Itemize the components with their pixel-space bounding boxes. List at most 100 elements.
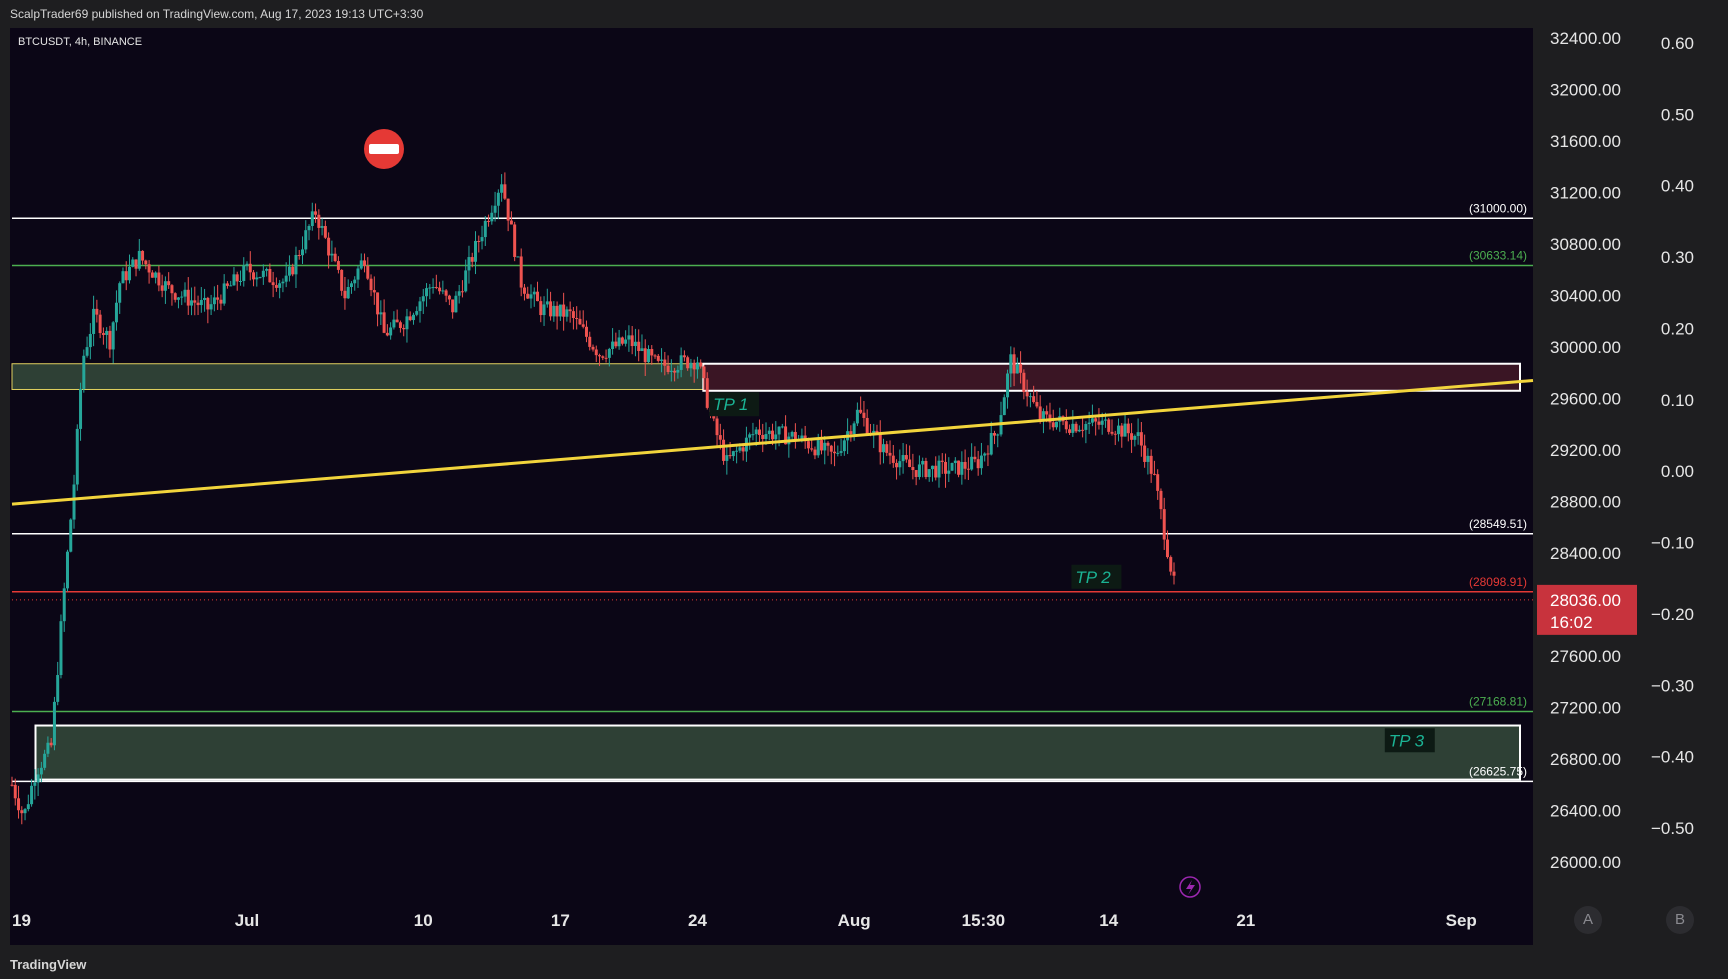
candle-body bbox=[526, 293, 530, 299]
candle-body bbox=[513, 224, 517, 257]
candle-body bbox=[219, 299, 223, 304]
candle-body bbox=[855, 409, 859, 424]
price-tick-label: 29200.00 bbox=[1550, 441, 1621, 460]
candle-body bbox=[806, 441, 810, 449]
candle-body bbox=[52, 701, 56, 746]
candle-body bbox=[549, 301, 553, 317]
candle-body bbox=[992, 433, 996, 436]
tradingview-footer: TradingView bbox=[0, 949, 1728, 979]
candle-body bbox=[607, 348, 611, 358]
candle-body bbox=[865, 417, 869, 434]
candle-body bbox=[150, 272, 154, 278]
earnings-marker[interactable] bbox=[364, 129, 404, 169]
time-tick-label: 10 bbox=[414, 911, 433, 930]
candle-body bbox=[101, 333, 105, 335]
candle-body bbox=[771, 430, 775, 440]
candle-body bbox=[813, 449, 817, 456]
oscillator-tick-label: −0.30 bbox=[1651, 676, 1694, 695]
candle-body bbox=[144, 260, 148, 265]
candle-body bbox=[1006, 373, 1010, 398]
tp-label[interactable]: TP 3 bbox=[1384, 728, 1435, 753]
candle-body bbox=[369, 278, 373, 291]
candle-body bbox=[56, 675, 60, 702]
candle-body bbox=[65, 551, 69, 589]
candle-body bbox=[389, 327, 393, 336]
candle-body bbox=[186, 289, 190, 306]
candle-body bbox=[173, 293, 177, 300]
candle-body bbox=[33, 782, 37, 786]
price-tick-label: 30400.00 bbox=[1550, 287, 1621, 306]
candle-body bbox=[669, 370, 673, 372]
candle-body bbox=[85, 347, 89, 356]
chart-background bbox=[10, 28, 1533, 945]
candle-body bbox=[663, 359, 667, 366]
candle-body bbox=[43, 753, 47, 768]
candle-body bbox=[947, 470, 951, 474]
candle-body bbox=[281, 281, 285, 284]
candle-body bbox=[415, 311, 419, 315]
candle-body bbox=[506, 198, 510, 221]
time-tick-label: Sep bbox=[1446, 911, 1477, 930]
candle-body bbox=[973, 456, 977, 460]
level-label: (31000.00) bbox=[1469, 201, 1527, 215]
candle-body bbox=[141, 250, 145, 261]
support-zone-lower[interactable] bbox=[34, 724, 1521, 781]
candle-body bbox=[1064, 421, 1068, 430]
candle-body bbox=[624, 339, 628, 344]
candle-body bbox=[715, 418, 719, 436]
candle-body bbox=[225, 283, 229, 286]
candle-body bbox=[121, 271, 125, 284]
candle-body bbox=[356, 268, 360, 280]
candle-body bbox=[833, 451, 837, 454]
tp-label-bg bbox=[1071, 564, 1122, 589]
candle-body bbox=[320, 226, 324, 228]
candle-body bbox=[405, 316, 409, 330]
trendline[interactable] bbox=[11, 378, 1534, 506]
price-tick-label: 27600.00 bbox=[1550, 647, 1621, 666]
candle-body bbox=[741, 447, 745, 452]
tp-label[interactable]: TP 1 bbox=[709, 392, 760, 417]
candle-body bbox=[862, 412, 866, 418]
candle-body bbox=[307, 226, 311, 231]
axis-b-button[interactable]: B bbox=[1666, 906, 1694, 934]
candle-body bbox=[692, 362, 696, 370]
candle-body bbox=[229, 285, 233, 287]
candle-body bbox=[989, 433, 993, 455]
candle-body bbox=[1117, 425, 1121, 435]
candle-body bbox=[69, 519, 73, 552]
candle-body bbox=[470, 257, 474, 262]
candle-body bbox=[330, 253, 334, 256]
resistance-zone[interactable] bbox=[702, 362, 1521, 392]
tp-label[interactable]: TP 2 bbox=[1071, 564, 1122, 589]
candle-body bbox=[314, 211, 318, 215]
candle-body bbox=[1035, 402, 1039, 407]
tp-label-bg bbox=[709, 392, 760, 417]
candle-body bbox=[428, 287, 432, 289]
current-price-countdown: 16:02 bbox=[1550, 613, 1593, 632]
candle-body bbox=[957, 460, 961, 475]
candle-body bbox=[111, 322, 115, 350]
candle-body bbox=[1045, 411, 1049, 415]
candle-body bbox=[1130, 433, 1134, 440]
lightning-icon[interactable] bbox=[1179, 876, 1201, 898]
oscillator-tick-label: −0.20 bbox=[1651, 605, 1694, 624]
candle-body bbox=[568, 309, 572, 312]
candle-body bbox=[310, 211, 314, 227]
candle-body bbox=[376, 292, 380, 315]
candle-body bbox=[441, 290, 445, 292]
candle-body bbox=[966, 468, 970, 470]
candle-body bbox=[976, 459, 980, 469]
support-zone-upper[interactable] bbox=[11, 363, 704, 390]
candle-body bbox=[565, 309, 569, 317]
candle-body bbox=[849, 431, 853, 435]
candle-body bbox=[408, 316, 412, 321]
candle-body bbox=[519, 256, 523, 288]
candle-body bbox=[451, 299, 455, 313]
axis-auto-button[interactable]: A bbox=[1574, 906, 1602, 934]
candle-body bbox=[545, 301, 549, 305]
candle-body bbox=[930, 465, 934, 470]
price-tick-label: 26000.00 bbox=[1550, 853, 1621, 872]
candle-body bbox=[438, 287, 442, 292]
candle-body bbox=[336, 261, 340, 270]
